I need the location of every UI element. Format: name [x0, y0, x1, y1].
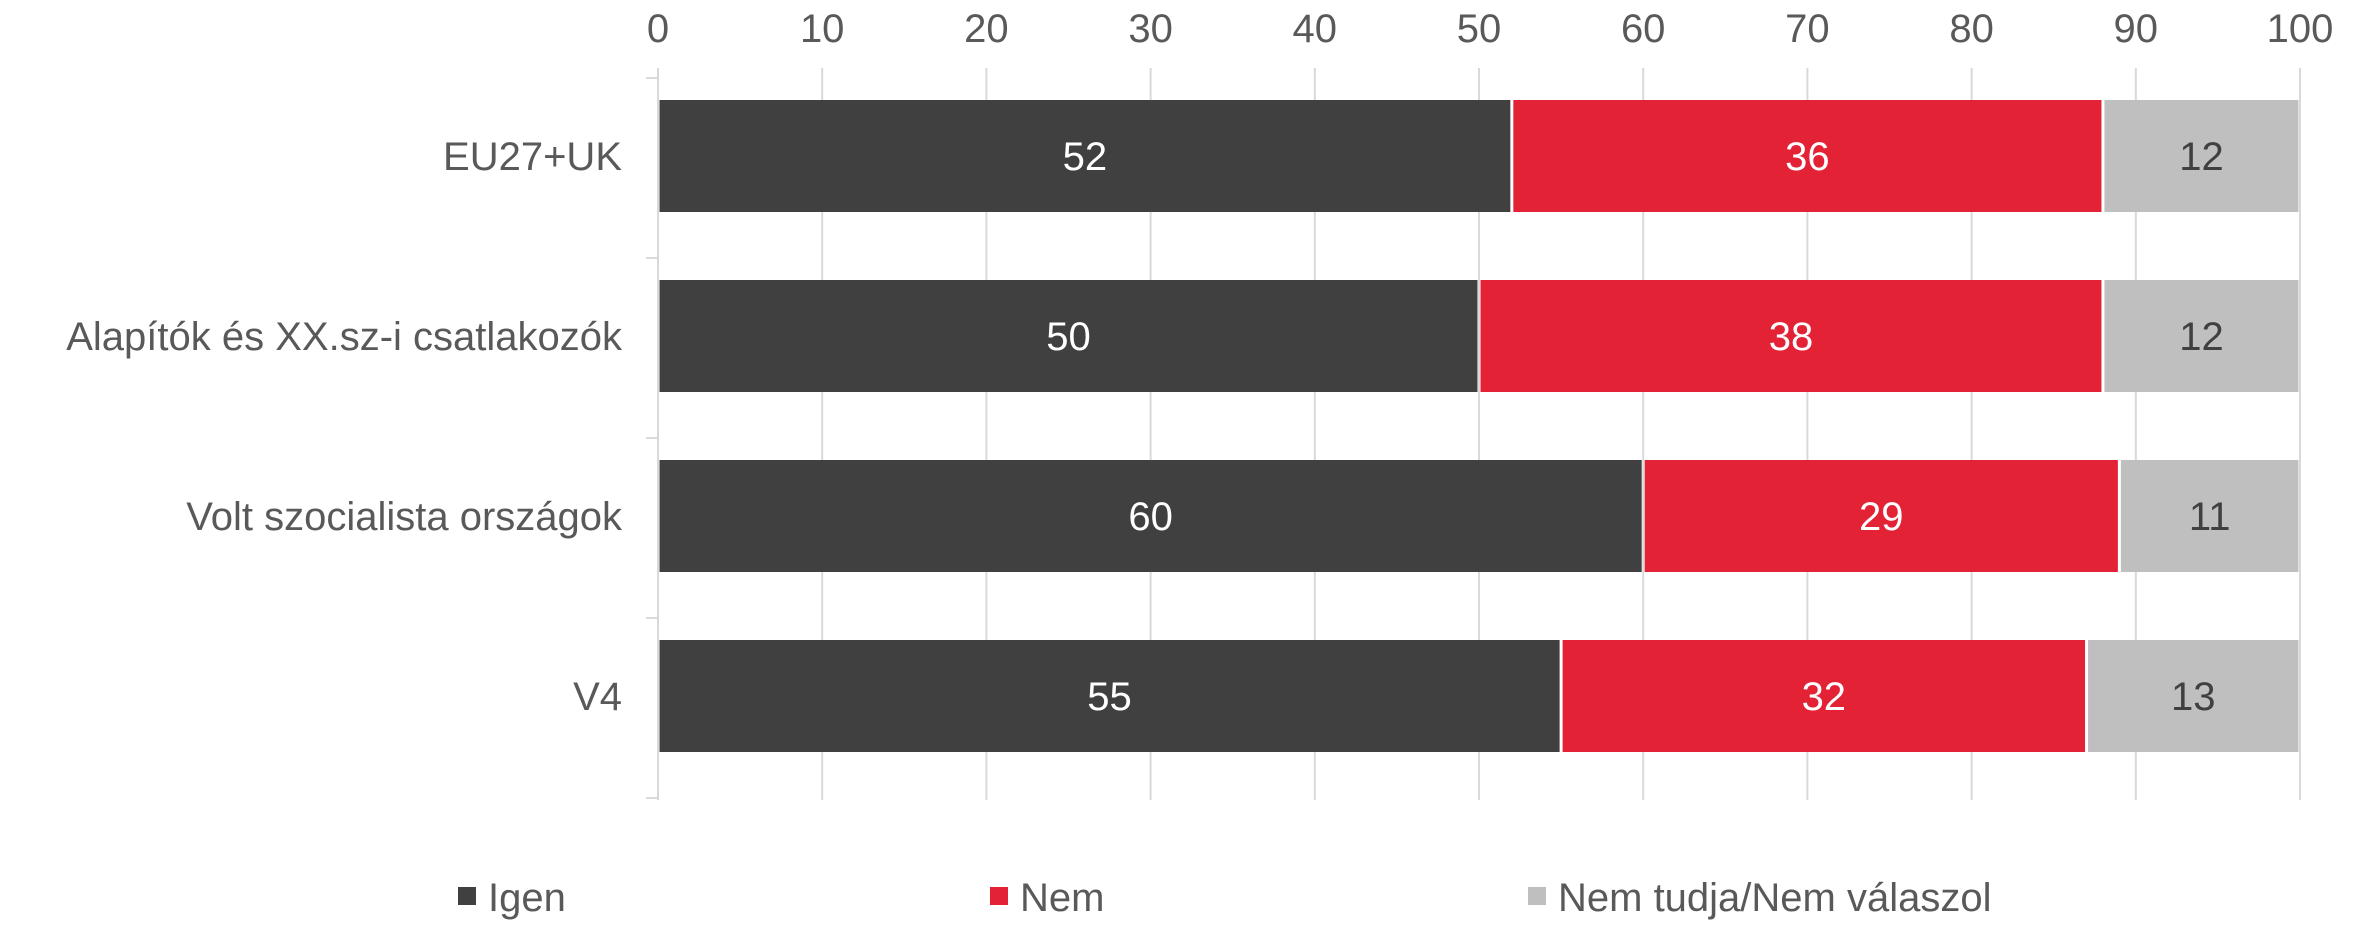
data-label: 38: [1769, 315, 1814, 359]
bar-segment: [2104, 100, 2299, 212]
x-axis-ticks: 0 10 20 30 40 50 60 70 80 90 100: [647, 7, 2334, 51]
legend: Igen Nem Nem tudja/Nem válaszol: [458, 876, 1992, 920]
data-label: 52: [1063, 135, 1108, 179]
legend-label: Igen: [488, 876, 566, 920]
bar-segment: [659, 280, 1478, 392]
legend-label: Nem: [1020, 876, 1104, 920]
data-label: 13: [2171, 675, 2216, 719]
x-tick-label: 40: [1293, 7, 1338, 51]
bar-segment: [1513, 100, 2102, 212]
category-label: V4: [573, 675, 622, 719]
bar-segment: [1562, 640, 2086, 752]
x-tick-label: 80: [1949, 7, 1994, 51]
x-tick-label: 60: [1621, 7, 1666, 51]
bar-segment: [1644, 460, 2118, 572]
category-label: Volt szocialista országok: [186, 495, 623, 539]
category-labels: EU27+UK Alapítók és XX.sz-i csatlakozók Vo…: [66, 135, 623, 719]
data-label: 12: [2179, 315, 2224, 359]
x-tick-label: 90: [2114, 7, 2159, 51]
data-label: 60: [1128, 495, 1173, 539]
bar-segment: [2120, 460, 2299, 572]
x-tick-label: 30: [1128, 7, 1173, 51]
legend-swatch: [458, 887, 476, 905]
x-tick-label: 50: [1457, 7, 1502, 51]
x-tick-label: 70: [1785, 7, 1830, 51]
data-label: 29: [1859, 495, 1904, 539]
bar-segment: [659, 640, 1560, 752]
data-label: 11: [2189, 495, 2231, 539]
category-label: EU27+UK: [443, 135, 622, 179]
data-label: 32: [1802, 675, 1847, 719]
bar-segment: [2088, 640, 2299, 752]
category-label: Alapítók és XX.sz-i csatlakozók: [66, 315, 623, 359]
bar-segment: [1480, 280, 2102, 392]
data-label: 36: [1785, 135, 1830, 179]
bars: 52 36 12 50 38 12 60 29 11 55 32 13: [659, 100, 2299, 752]
bar-segment: [659, 100, 1511, 212]
data-label: 55: [1087, 675, 1132, 719]
x-tick-label: 10: [800, 7, 845, 51]
legend-swatch: [1528, 887, 1546, 905]
x-tick-label: 20: [964, 7, 1009, 51]
x-tick-label: 0: [647, 7, 669, 51]
x-tick-label: 100: [2267, 7, 2334, 51]
data-label: 12: [2179, 135, 2224, 179]
bar-segment: [2104, 280, 2299, 392]
legend-swatch: [990, 887, 1008, 905]
bar-segment: [659, 460, 1642, 572]
legend-label: Nem tudja/Nem válaszol: [1558, 876, 1992, 920]
data-label: 50: [1046, 315, 1091, 359]
